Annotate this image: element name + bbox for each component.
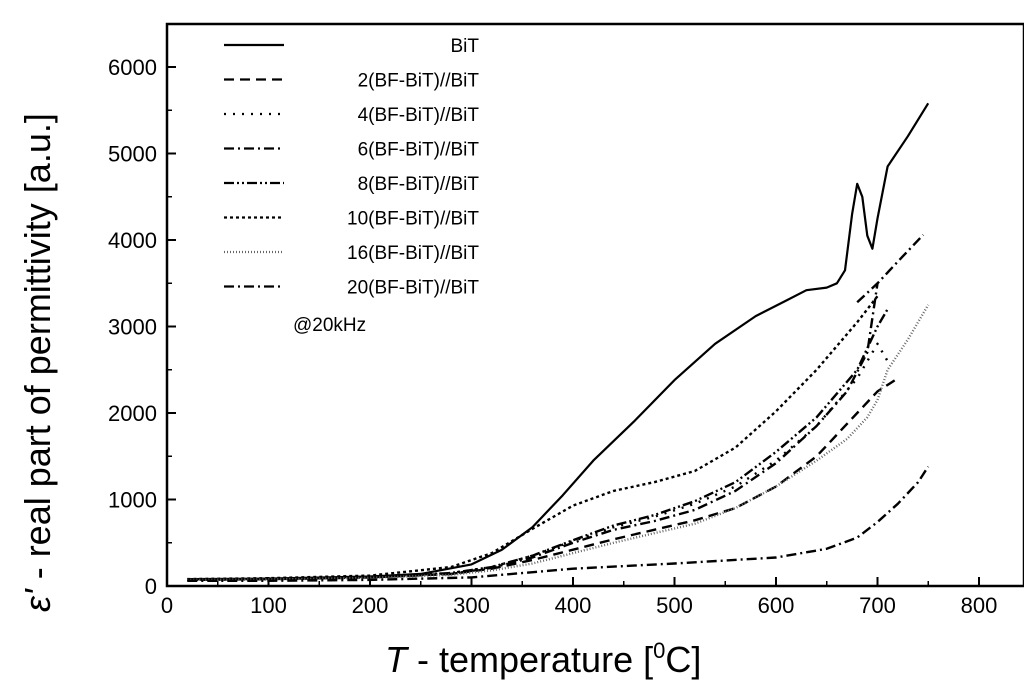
ticks [166, 66, 980, 587]
series-line-2 [187, 342, 889, 582]
series-line-8 [856, 233, 925, 304]
x-tick-label: 100 [250, 593, 287, 618]
x-tick-label: 600 [758, 593, 795, 618]
series-line-5 [187, 295, 879, 581]
x-tick-label: 400 [555, 593, 592, 618]
series-line-3 [187, 283, 879, 582]
legend-label: BiT [451, 36, 480, 57]
x-tick-label: 0 [161, 593, 173, 618]
x-axis-unit: C] [665, 639, 701, 680]
y-tick-label: 1000 [108, 488, 157, 513]
x-tick-label: 800 [961, 593, 998, 618]
tick-labels: 0 100 200 300 400 500 600 700 800 0 1000 2000 3000 40… [108, 55, 997, 618]
legend-label: 6(BF-BiT)//BiT [358, 140, 480, 161]
series-layer [187, 102, 930, 582]
x-tick-label: 200 [352, 593, 389, 618]
series-line-0 [187, 102, 930, 581]
y-tick-label: 4000 [108, 228, 157, 253]
legend-label: 2(BF-BiT)//BiT [358, 71, 480, 92]
y-axis-symbol: ε' [17, 588, 58, 612]
legend-label: 4(BF-BiT)//BiT [358, 105, 480, 126]
x-axis-text: - temperature [ [407, 639, 653, 680]
y-axis-text: - real part of permittivity [a.u.] [17, 113, 58, 589]
x-axis-title: T - temperature [0C] [385, 638, 701, 680]
x-tick-label: 700 [859, 593, 896, 618]
y-tick-label: 2000 [108, 401, 157, 426]
legend-label: 10(BF-BiT)//BiT [347, 209, 479, 230]
series-line-7 [187, 465, 930, 582]
legend-label: 8(BF-BiT)//BiT [358, 174, 480, 195]
x-axis-sup: 0 [653, 638, 665, 663]
legend-label: 20(BF-BiT)//BiT [347, 278, 479, 299]
y-tick-label: 0 [145, 574, 157, 599]
x-tick-label: 500 [656, 593, 693, 618]
annotation: @20kHz [293, 315, 366, 336]
series-line-4 [187, 308, 889, 582]
x-axis-symbol: T [385, 639, 410, 680]
y-tick-label: 3000 [108, 315, 157, 340]
series-line-1 [187, 377, 899, 582]
legend: BiT 2(BF-BiT)//BiT 4(BF-BiT)//BiT 6(BF-BiT)… [224, 36, 479, 299]
series-line-6 [187, 304, 930, 582]
x-tick-label: 300 [453, 593, 490, 618]
plot-frame [165, 22, 1024, 588]
y-axis-title: ε' - real part of permittivity [a.u.] [17, 113, 58, 612]
legend-label: 16(BF-BiT)//BiT [347, 243, 479, 264]
y-tick-label: 6000 [108, 55, 157, 80]
y-tick-label: 5000 [108, 142, 157, 167]
